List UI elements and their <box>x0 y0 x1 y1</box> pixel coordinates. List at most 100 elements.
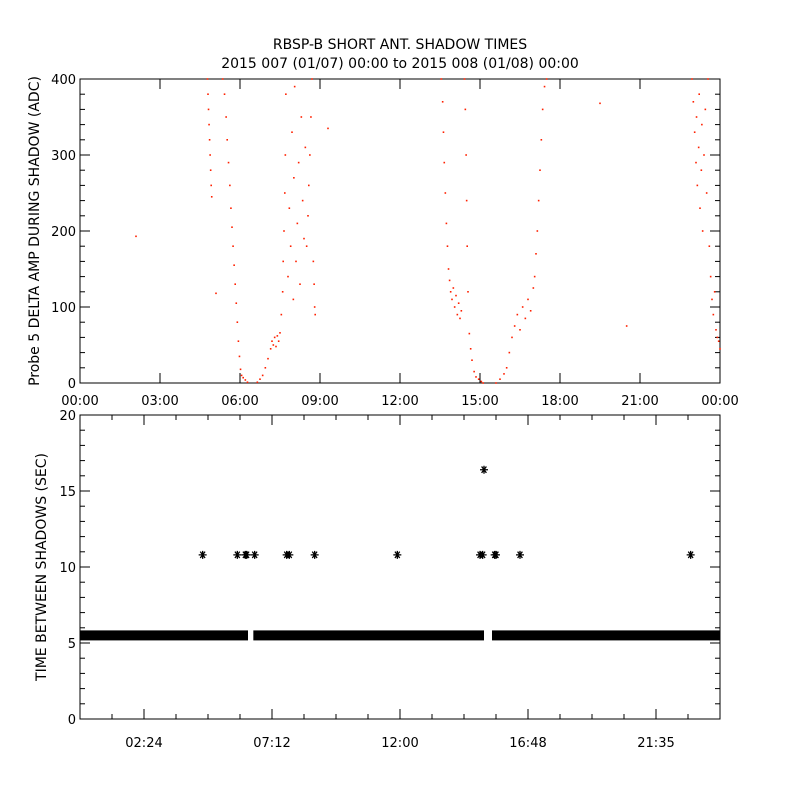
data-point <box>477 378 480 380</box>
data-point <box>206 78 209 80</box>
data-point <box>312 260 315 263</box>
data-point <box>223 93 226 95</box>
y-tick-label: 0 <box>68 377 76 392</box>
data-point <box>529 310 532 312</box>
y-tick-label: 200 <box>51 225 76 240</box>
data-point <box>503 373 505 375</box>
data-point <box>716 336 719 339</box>
data-point <box>277 340 280 342</box>
plot-frame <box>79 78 721 384</box>
asterisk-marker <box>480 465 488 474</box>
data-point <box>524 317 527 320</box>
data-point <box>505 367 508 369</box>
data-point <box>715 329 717 331</box>
data-point <box>256 381 259 384</box>
data-point <box>708 245 711 247</box>
baseline-asterisk-band <box>253 630 484 641</box>
data-point <box>513 325 516 327</box>
data-point <box>280 313 283 316</box>
data-point <box>244 379 247 381</box>
data-point <box>441 101 444 103</box>
data-point <box>299 283 301 285</box>
y-tick-label: 300 <box>51 149 76 164</box>
data-point <box>310 116 312 118</box>
bottom-panel: 0 5 10 15 20 02:24 07:12 12:00 16:48 21:35 <box>59 409 721 751</box>
data-point <box>449 291 452 293</box>
y-tick-label: 20 <box>59 409 76 424</box>
data-point <box>713 291 716 293</box>
data-point <box>327 127 329 130</box>
data-point <box>709 275 712 278</box>
data-point <box>711 298 713 301</box>
data-point <box>545 78 548 80</box>
top-panel: 0 100 200 300 400 00:00 03:00 06:00 09:00 12:00 15… <box>51 73 739 409</box>
data-point <box>209 154 211 156</box>
data-point <box>448 279 451 282</box>
data-point <box>692 101 695 103</box>
x-tick-label: 12:00 <box>381 394 418 409</box>
data-point <box>207 93 209 95</box>
data-point <box>305 245 308 247</box>
data-point <box>508 351 511 354</box>
data-point <box>456 313 459 316</box>
x-tick-label: 15:00 <box>461 394 498 409</box>
data-point <box>313 306 316 308</box>
data-point <box>695 161 697 164</box>
data-point <box>521 306 524 308</box>
data-point <box>705 192 708 194</box>
chart-title: RBSP-B SHORT ANT. SHADOW TIMES <box>273 37 527 53</box>
x-tick-label: 12:00 <box>381 736 418 751</box>
asterisk-marker <box>242 550 251 559</box>
data-point <box>707 78 709 80</box>
data-point <box>229 184 231 187</box>
data-point <box>276 335 279 337</box>
data-point <box>259 378 261 380</box>
data-point <box>465 199 468 202</box>
data-point <box>717 340 720 342</box>
data-point <box>296 222 299 225</box>
data-point <box>304 146 307 149</box>
data-point <box>532 287 535 289</box>
data-point <box>473 370 475 373</box>
data-point <box>480 380 483 383</box>
data-point <box>269 348 272 350</box>
asterisk-marker <box>250 550 259 559</box>
y-tick-label: 100 <box>51 301 76 316</box>
data-point <box>543 85 546 88</box>
data-point <box>535 253 537 255</box>
data-point <box>536 230 539 232</box>
data-point <box>465 154 467 156</box>
data-point <box>232 245 234 247</box>
data-point <box>271 340 273 342</box>
data-point <box>226 139 228 141</box>
asterisk-marker <box>233 550 242 559</box>
y-tick-label: 5 <box>68 637 76 652</box>
data-point <box>307 215 309 217</box>
data-point <box>237 340 240 342</box>
data-point <box>279 332 281 334</box>
data-point <box>289 245 292 247</box>
data-point <box>703 154 705 156</box>
data-point <box>499 378 501 380</box>
data-point <box>453 306 456 308</box>
data-point <box>447 268 450 270</box>
asterisk-marker <box>478 550 487 559</box>
bottom-y-axis-label: TIME BETWEEN SHADOWS (SEC) <box>34 453 50 682</box>
data-point <box>696 184 699 187</box>
data-point <box>460 310 463 312</box>
data-point <box>303 237 305 240</box>
data-point <box>207 108 210 111</box>
asterisk-marker <box>393 550 402 559</box>
data-point <box>311 78 313 80</box>
data-point <box>264 367 267 369</box>
y-tick-label: 15 <box>59 485 76 500</box>
y-tick-label: 400 <box>51 73 76 88</box>
x-tick-label: 00:00 <box>701 394 738 409</box>
data-point <box>463 78 466 80</box>
data-point <box>238 355 241 358</box>
plot-frame <box>79 414 721 720</box>
data-point <box>234 283 236 285</box>
data-point <box>283 230 285 232</box>
data-point <box>459 317 461 320</box>
